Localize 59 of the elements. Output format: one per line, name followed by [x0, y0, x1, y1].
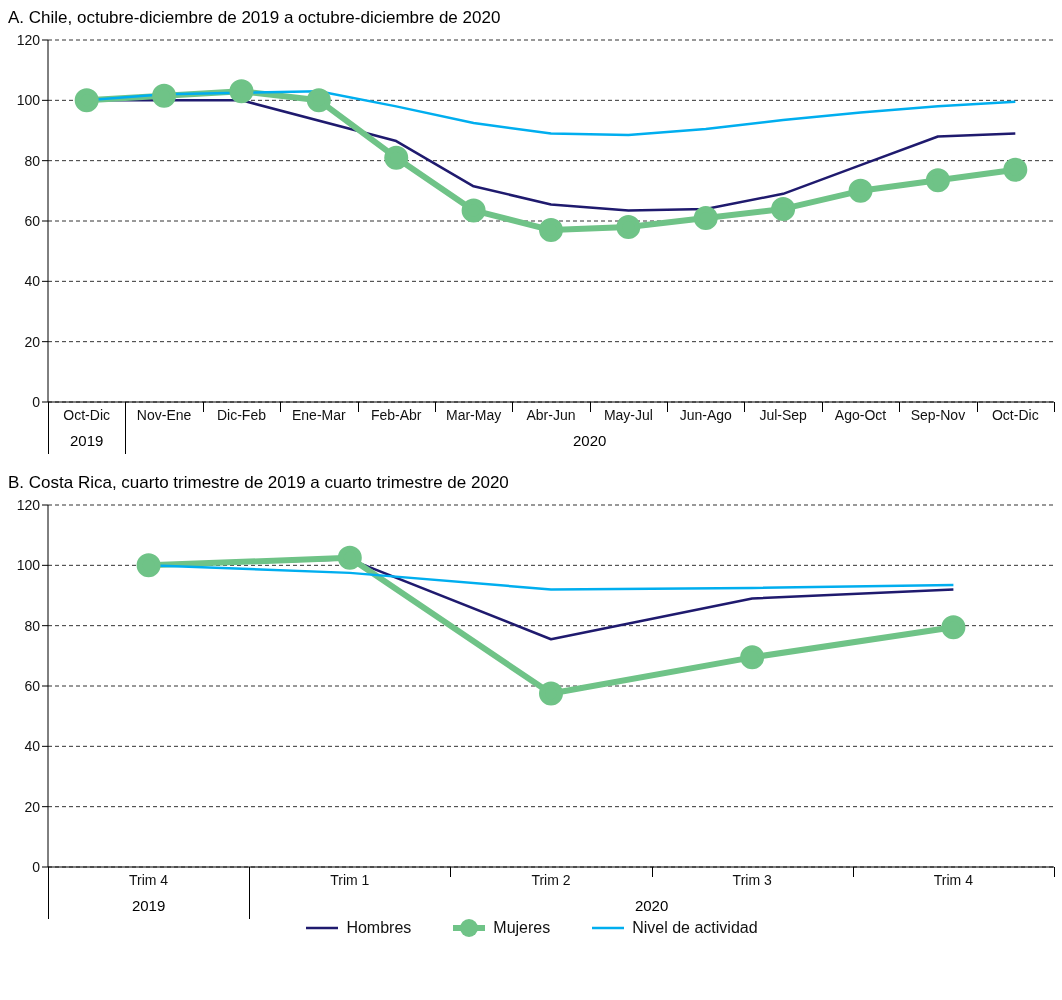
- text: 2019: [130, 897, 167, 914]
- x-tick-label: Abr-Jun: [526, 406, 576, 423]
- x-tick-label: Mar-May: [446, 406, 502, 423]
- x-tick-label: Trim 4: [933, 871, 974, 888]
- chart-title: B. Costa Rica, cuarto trimestre de 2019 a cuarto trimestre de 2020: [8, 473, 510, 493]
- point: [152, 83, 177, 108]
- y-tick-label: 20: [24, 333, 41, 350]
- point: [306, 88, 331, 113]
- y-tick-label: 120: [16, 496, 41, 513]
- x-tick-label: Jun-Ago: [679, 406, 733, 423]
- y-tick-label: 40: [24, 273, 41, 290]
- point: [337, 545, 362, 570]
- x-tick-label: Trim 2: [531, 871, 571, 888]
- y-tick-label: 100: [16, 557, 41, 574]
- y-tick-label: 120: [16, 31, 41, 48]
- y-tick-label: 0: [32, 858, 41, 875]
- legend-label: Nivel de actividad: [632, 919, 758, 937]
- x-tick-label: Oct-Dic: [991, 406, 1039, 423]
- y-tick-label: 0: [32, 393, 41, 410]
- chart-title: A. Chile, octubre-diciembre de 2019 a octubre-diciembre de 2020: [8, 8, 502, 28]
- point: [74, 88, 99, 113]
- x-tick-label: Trim 1: [330, 871, 370, 888]
- y-tick-label: 40: [24, 738, 41, 755]
- point: [461, 198, 486, 223]
- text: 2019: [69, 432, 105, 449]
- x-tick-label: Ago-Oct: [834, 406, 887, 423]
- x-tick-label: Ene-Mar: [292, 406, 347, 423]
- y-tick-label: 80: [24, 617, 41, 634]
- x-tick-label: Trim 3: [732, 871, 772, 888]
- y-tick-label: 60: [24, 212, 41, 229]
- x-tick-label: Jul-Sep: [759, 406, 808, 423]
- point: [384, 145, 409, 170]
- y-tick-label: 80: [24, 152, 41, 169]
- point: [229, 79, 254, 104]
- point: [740, 645, 765, 670]
- legend-label: Mujeres: [493, 919, 551, 937]
- point: [771, 196, 796, 221]
- x-tick-label: Sep-Nov: [910, 406, 966, 423]
- text: 2020: [633, 897, 670, 914]
- text: 2020: [572, 432, 608, 449]
- y-tick-label: 60: [24, 677, 41, 694]
- point: [693, 205, 718, 230]
- x-tick-label: Feb-Abr: [370, 406, 422, 423]
- y-tick-label: 20: [24, 798, 41, 815]
- point: [848, 178, 873, 203]
- x-tick-label: Dic-Feb: [216, 406, 267, 423]
- y-tick-label: 100: [16, 92, 41, 109]
- point: [136, 553, 161, 578]
- x-tick-label: Nov-Ene: [136, 406, 192, 423]
- point: [616, 215, 641, 240]
- point: [539, 218, 563, 243]
- x-tick-label: May-Jul: [603, 406, 653, 423]
- point: [941, 615, 966, 640]
- legend-label: Hombres: [346, 919, 412, 937]
- x-tick-label: Trim 4: [129, 871, 169, 888]
- x-tick-label: Oct-Dic: [63, 406, 111, 423]
- point: [539, 681, 563, 706]
- point: [1003, 157, 1028, 182]
- point: [925, 168, 950, 193]
